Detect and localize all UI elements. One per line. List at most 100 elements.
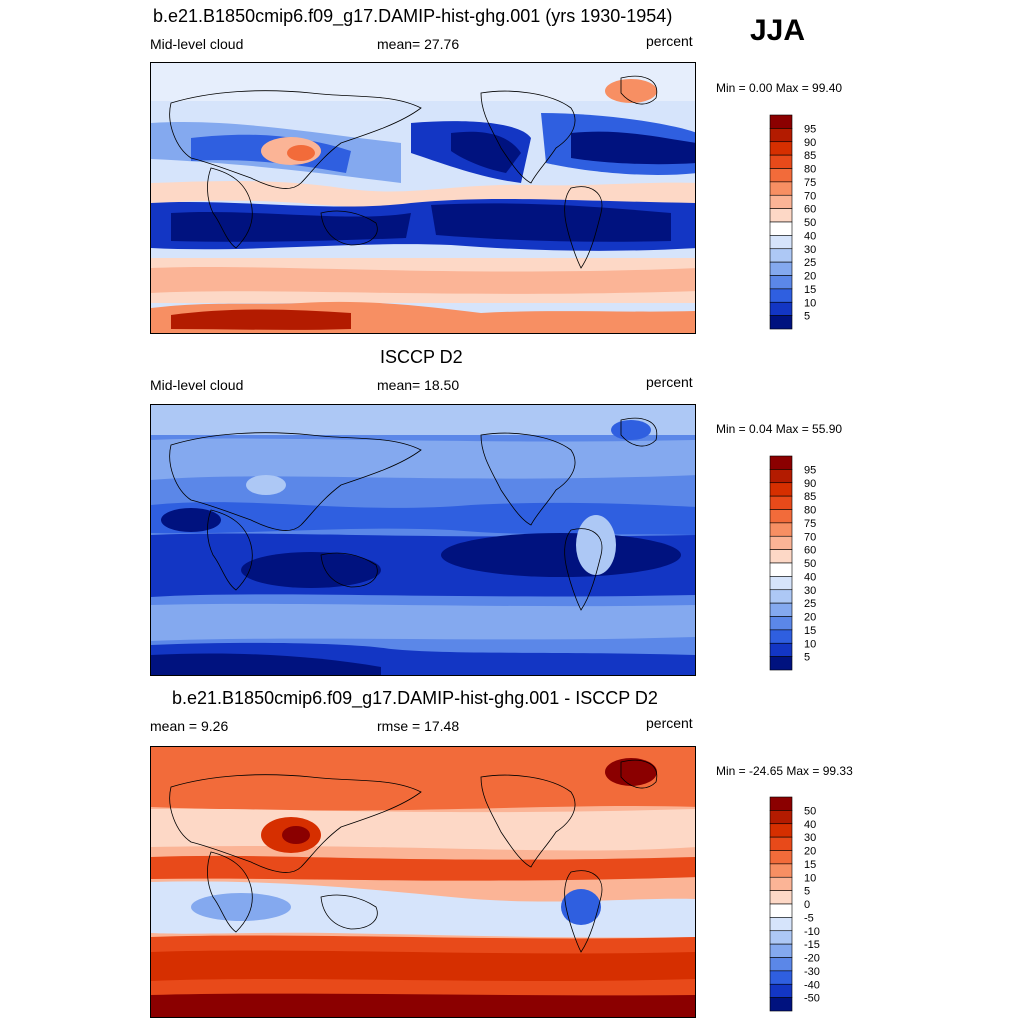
- colorbar-swatch: [769, 535, 793, 550]
- colorbar-tick-label: 90: [804, 137, 816, 149]
- colorbar-swatch: [769, 562, 793, 577]
- colorbar-swatch: [769, 114, 793, 129]
- colorbar-swatch: [769, 629, 793, 644]
- colorbar-swatch: [769, 576, 793, 591]
- units-label: percent: [646, 374, 693, 390]
- colorbar-tick-label: 30: [804, 585, 816, 597]
- colorbar-tick-label: 50: [804, 217, 816, 229]
- colorbar-tick-label: -40: [804, 979, 820, 991]
- colorbar-tick-label: 40: [804, 230, 816, 242]
- colorbar-tick-label: 75: [804, 518, 816, 530]
- colorbar-swatch: [769, 194, 793, 209]
- colorbar-swatch: [769, 288, 793, 303]
- model-cloud-map: [150, 62, 696, 334]
- colorbar-tick-label: 10: [804, 638, 816, 650]
- colorbar-tick-label: 90: [804, 478, 816, 490]
- colorbar-swatch: [769, 589, 793, 604]
- colorbar-tick-label: 95: [804, 464, 816, 476]
- colorbar-tick-label: 85: [804, 491, 816, 503]
- mean-label: mean= 27.76: [377, 36, 460, 52]
- min-max-label: Min = 0.00 Max = 99.40: [716, 81, 843, 95]
- colorbar-swatch: [769, 890, 793, 905]
- colorbar-swatch: [769, 154, 793, 169]
- mean-label: mean= 18.50: [377, 377, 460, 393]
- colorbar-tick-label: 20: [804, 271, 816, 283]
- colorbar-swatch: [769, 181, 793, 196]
- colorbar-tick-label: 25: [804, 598, 816, 610]
- colorbar-tick-label: 10: [804, 872, 816, 884]
- colorbar-swatch: [769, 301, 793, 316]
- colorbar-swatch: [769, 850, 793, 865]
- colorbar-swatch: [769, 970, 793, 985]
- colorbar-tick-label: 70: [804, 190, 816, 202]
- colorbar-tick-label: 75: [804, 177, 816, 189]
- colorbar-swatch: [769, 983, 793, 998]
- panel-title: b.e21.B1850cmip6.f09_g17.DAMIP-hist-ghg.…: [153, 6, 673, 26]
- colorbar-swatch: [769, 469, 793, 484]
- colorbar-swatch: [769, 863, 793, 878]
- colorbar-tick-label: 80: [804, 164, 816, 176]
- colorbar-swatch: [769, 455, 793, 470]
- colorbar-tick-label: 15: [804, 625, 816, 637]
- colorbar-swatch: [769, 549, 793, 564]
- colorbar-tick-label: -20: [804, 953, 820, 965]
- colorbar-tick-label: 50: [804, 558, 816, 570]
- colorbar-tick-label: 5: [804, 311, 810, 323]
- colorbar-model: 95 90 85 80 75 70 60 50 40 30 25 20 15 10 5: [769, 114, 816, 330]
- colorbar-swatch: [769, 917, 793, 932]
- colorbar-tick-label: 60: [804, 204, 816, 216]
- min-max-label: Min = 0.04 Max = 55.90: [716, 422, 843, 436]
- rmse-label: rmse = 17.48: [377, 718, 460, 734]
- colorbar-tick-label: -15: [804, 939, 820, 951]
- colorbar-tick-label: 15: [804, 284, 816, 296]
- colorbar-swatch: [769, 930, 793, 945]
- colorbar-tick-label: -30: [804, 966, 820, 978]
- isccp-cloud-map: [150, 404, 696, 676]
- variable-label: Mid-level cloud: [150, 377, 244, 393]
- colorbar-tick-label: -50: [804, 993, 820, 1005]
- colorbar-tick-label: 5: [804, 652, 810, 664]
- colorbar-swatch: [769, 903, 793, 918]
- colorbar-tick-label: 50: [804, 805, 816, 817]
- colorbar-tick-label: 10: [804, 297, 816, 309]
- colorbar-tick-label: 0: [804, 899, 810, 911]
- colorbar-isccp: 95 90 85 80 75 70 60 50 40 30 25 20 15 10 5: [769, 455, 816, 671]
- colorbar-swatch: [769, 997, 793, 1012]
- colorbar-swatch: [769, 208, 793, 223]
- colorbar-swatch: [769, 957, 793, 972]
- colorbar-tick-label: 30: [804, 832, 816, 844]
- colorbar-swatch: [769, 168, 793, 183]
- colorbar-tick-label: 40: [804, 571, 816, 583]
- colorbar-swatch: [769, 315, 793, 330]
- colorbar-swatch: [769, 275, 793, 290]
- panel-title: b.e21.B1850cmip6.f09_g17.DAMIP-hist-ghg.…: [172, 688, 658, 708]
- colorbar-swatch: [769, 522, 793, 537]
- colorbar-swatch: [769, 128, 793, 143]
- colorbar-tick-label: 70: [804, 531, 816, 543]
- colorbar-swatch: [769, 810, 793, 825]
- panel-title: ISCCP D2: [380, 347, 463, 367]
- colorbar-swatch: [769, 796, 793, 811]
- colorbar-swatch: [769, 248, 793, 263]
- season-label: JJA: [750, 14, 806, 47]
- colorbar-swatch: [769, 836, 793, 851]
- colorbar-tick-label: 25: [804, 257, 816, 269]
- colorbar-tick-label: -5: [804, 912, 814, 924]
- colorbar-swatch: [769, 261, 793, 276]
- colorbar-swatch: [769, 221, 793, 236]
- colorbar-tick-label: 40: [804, 819, 816, 831]
- colorbar-swatch: [769, 642, 793, 657]
- colorbar-swatch: [769, 656, 793, 671]
- colorbar-tick-label: 85: [804, 150, 816, 162]
- variable-label: Mid-level cloud: [150, 36, 244, 52]
- colorbar-swatch: [769, 876, 793, 891]
- colorbar-tick-label: 15: [804, 859, 816, 871]
- colorbar-swatch: [769, 509, 793, 524]
- colorbar-swatch: [769, 235, 793, 250]
- units-label: percent: [646, 715, 693, 731]
- colorbar-tick-label: -10: [804, 926, 820, 938]
- colorbar-tick-label: 20: [804, 612, 816, 624]
